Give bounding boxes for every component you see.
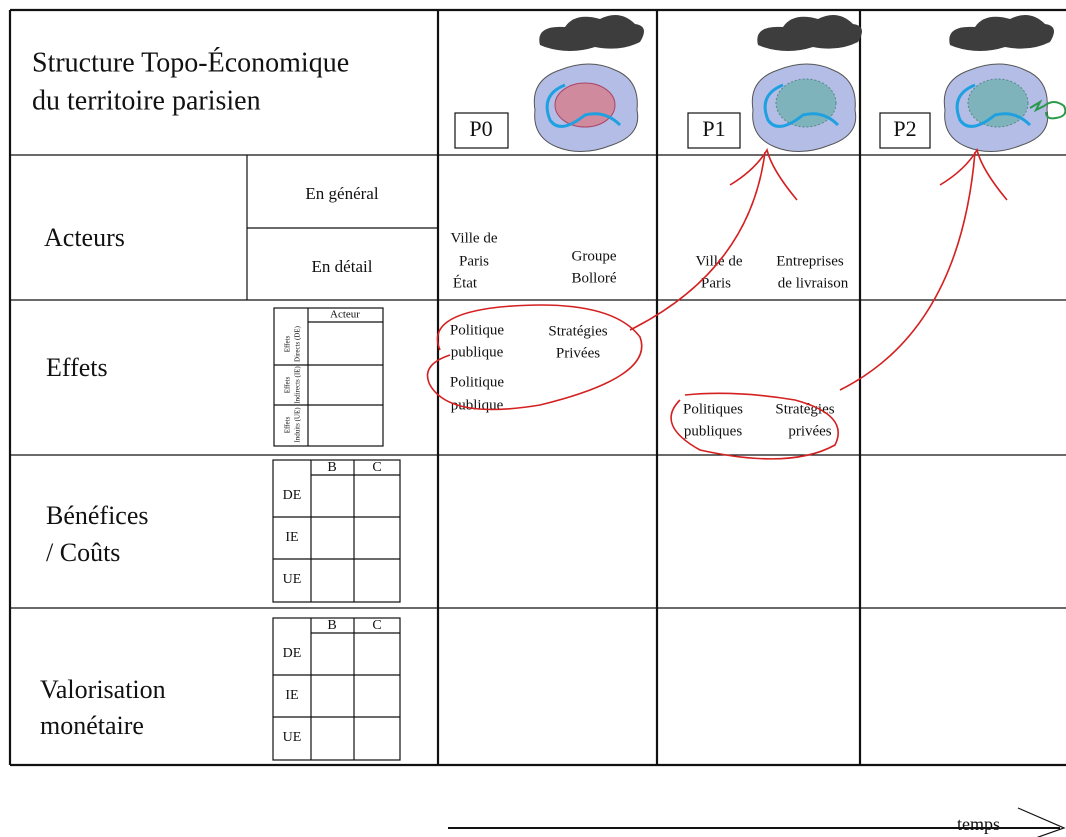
cell-text: Bolloré xyxy=(572,270,617,286)
cell-text: Politiques xyxy=(683,401,743,417)
legend-row: UE xyxy=(283,572,302,587)
cell-text: Paris xyxy=(701,275,731,291)
legend-header: Acteur xyxy=(330,309,360,321)
legend-row: Effets xyxy=(284,416,292,433)
period-label: P2 xyxy=(893,116,916,141)
cell-text: Groupe xyxy=(572,248,617,264)
title: du territoire parisien xyxy=(32,85,261,116)
period-label: P1 xyxy=(702,116,725,141)
benefits-legend: B C DE IE UE xyxy=(272,459,401,603)
cell-text: Ville de xyxy=(451,230,498,246)
maps xyxy=(533,15,1066,152)
sub-label: En général xyxy=(305,184,378,203)
legend-column: C xyxy=(372,460,381,475)
legend-row: Induits (UE) xyxy=(294,407,302,443)
periods: P0 P1 P2 xyxy=(454,112,931,149)
grid xyxy=(8,8,1066,767)
legend-row: Indirects (IE) xyxy=(294,366,302,404)
cell-text: de livraison xyxy=(778,275,849,291)
legend-row: Effets xyxy=(284,376,292,393)
legend-row: IE xyxy=(285,530,298,545)
legend-column: C xyxy=(372,618,381,633)
legend-row: DE xyxy=(283,488,302,503)
cell-text: Stratégies xyxy=(548,323,607,339)
axis-label: temps xyxy=(957,814,1000,834)
cell-text: Paris xyxy=(459,253,489,269)
cell-text: Privées xyxy=(556,345,600,361)
cell-text: Stratégies xyxy=(775,401,834,417)
cell-text: Entreprises xyxy=(776,253,844,269)
legend-row: Directs (DE) xyxy=(294,325,302,362)
row-label: Acteurs xyxy=(44,223,125,252)
effects-legend: Acteur Effets Directs (DE) Effets Indire… xyxy=(273,307,384,447)
title: Structure Topo-Économique xyxy=(32,47,349,78)
row-label: Valorisation xyxy=(40,675,166,704)
legend-row: Effets xyxy=(284,335,292,352)
row-label: Bénéfices xyxy=(46,501,149,530)
legend-row: UE xyxy=(283,730,302,745)
annotations xyxy=(426,147,1008,460)
cell-text: Politique xyxy=(450,374,505,390)
cell-text: État xyxy=(453,274,478,291)
legend-row: DE xyxy=(283,646,302,661)
cell-text: privées xyxy=(788,423,831,439)
valuation-legend: B C DE IE UE xyxy=(272,617,401,761)
time-axis: temps xyxy=(448,807,1066,837)
cell-text: Politique xyxy=(450,322,505,338)
cell-text: publique xyxy=(451,344,504,360)
legend-box xyxy=(272,617,401,761)
sub-label: En détail xyxy=(312,257,373,276)
row-label: / Coûts xyxy=(46,538,120,567)
legend-column: B xyxy=(327,460,336,475)
legend-column: B xyxy=(327,618,336,633)
cell-text: publiques xyxy=(684,423,742,439)
legend-row: IE xyxy=(285,688,298,703)
row-label: monétaire xyxy=(40,711,144,740)
legend-box xyxy=(272,459,401,603)
row-label: Effets xyxy=(46,353,108,382)
period-label: P0 xyxy=(469,116,492,141)
